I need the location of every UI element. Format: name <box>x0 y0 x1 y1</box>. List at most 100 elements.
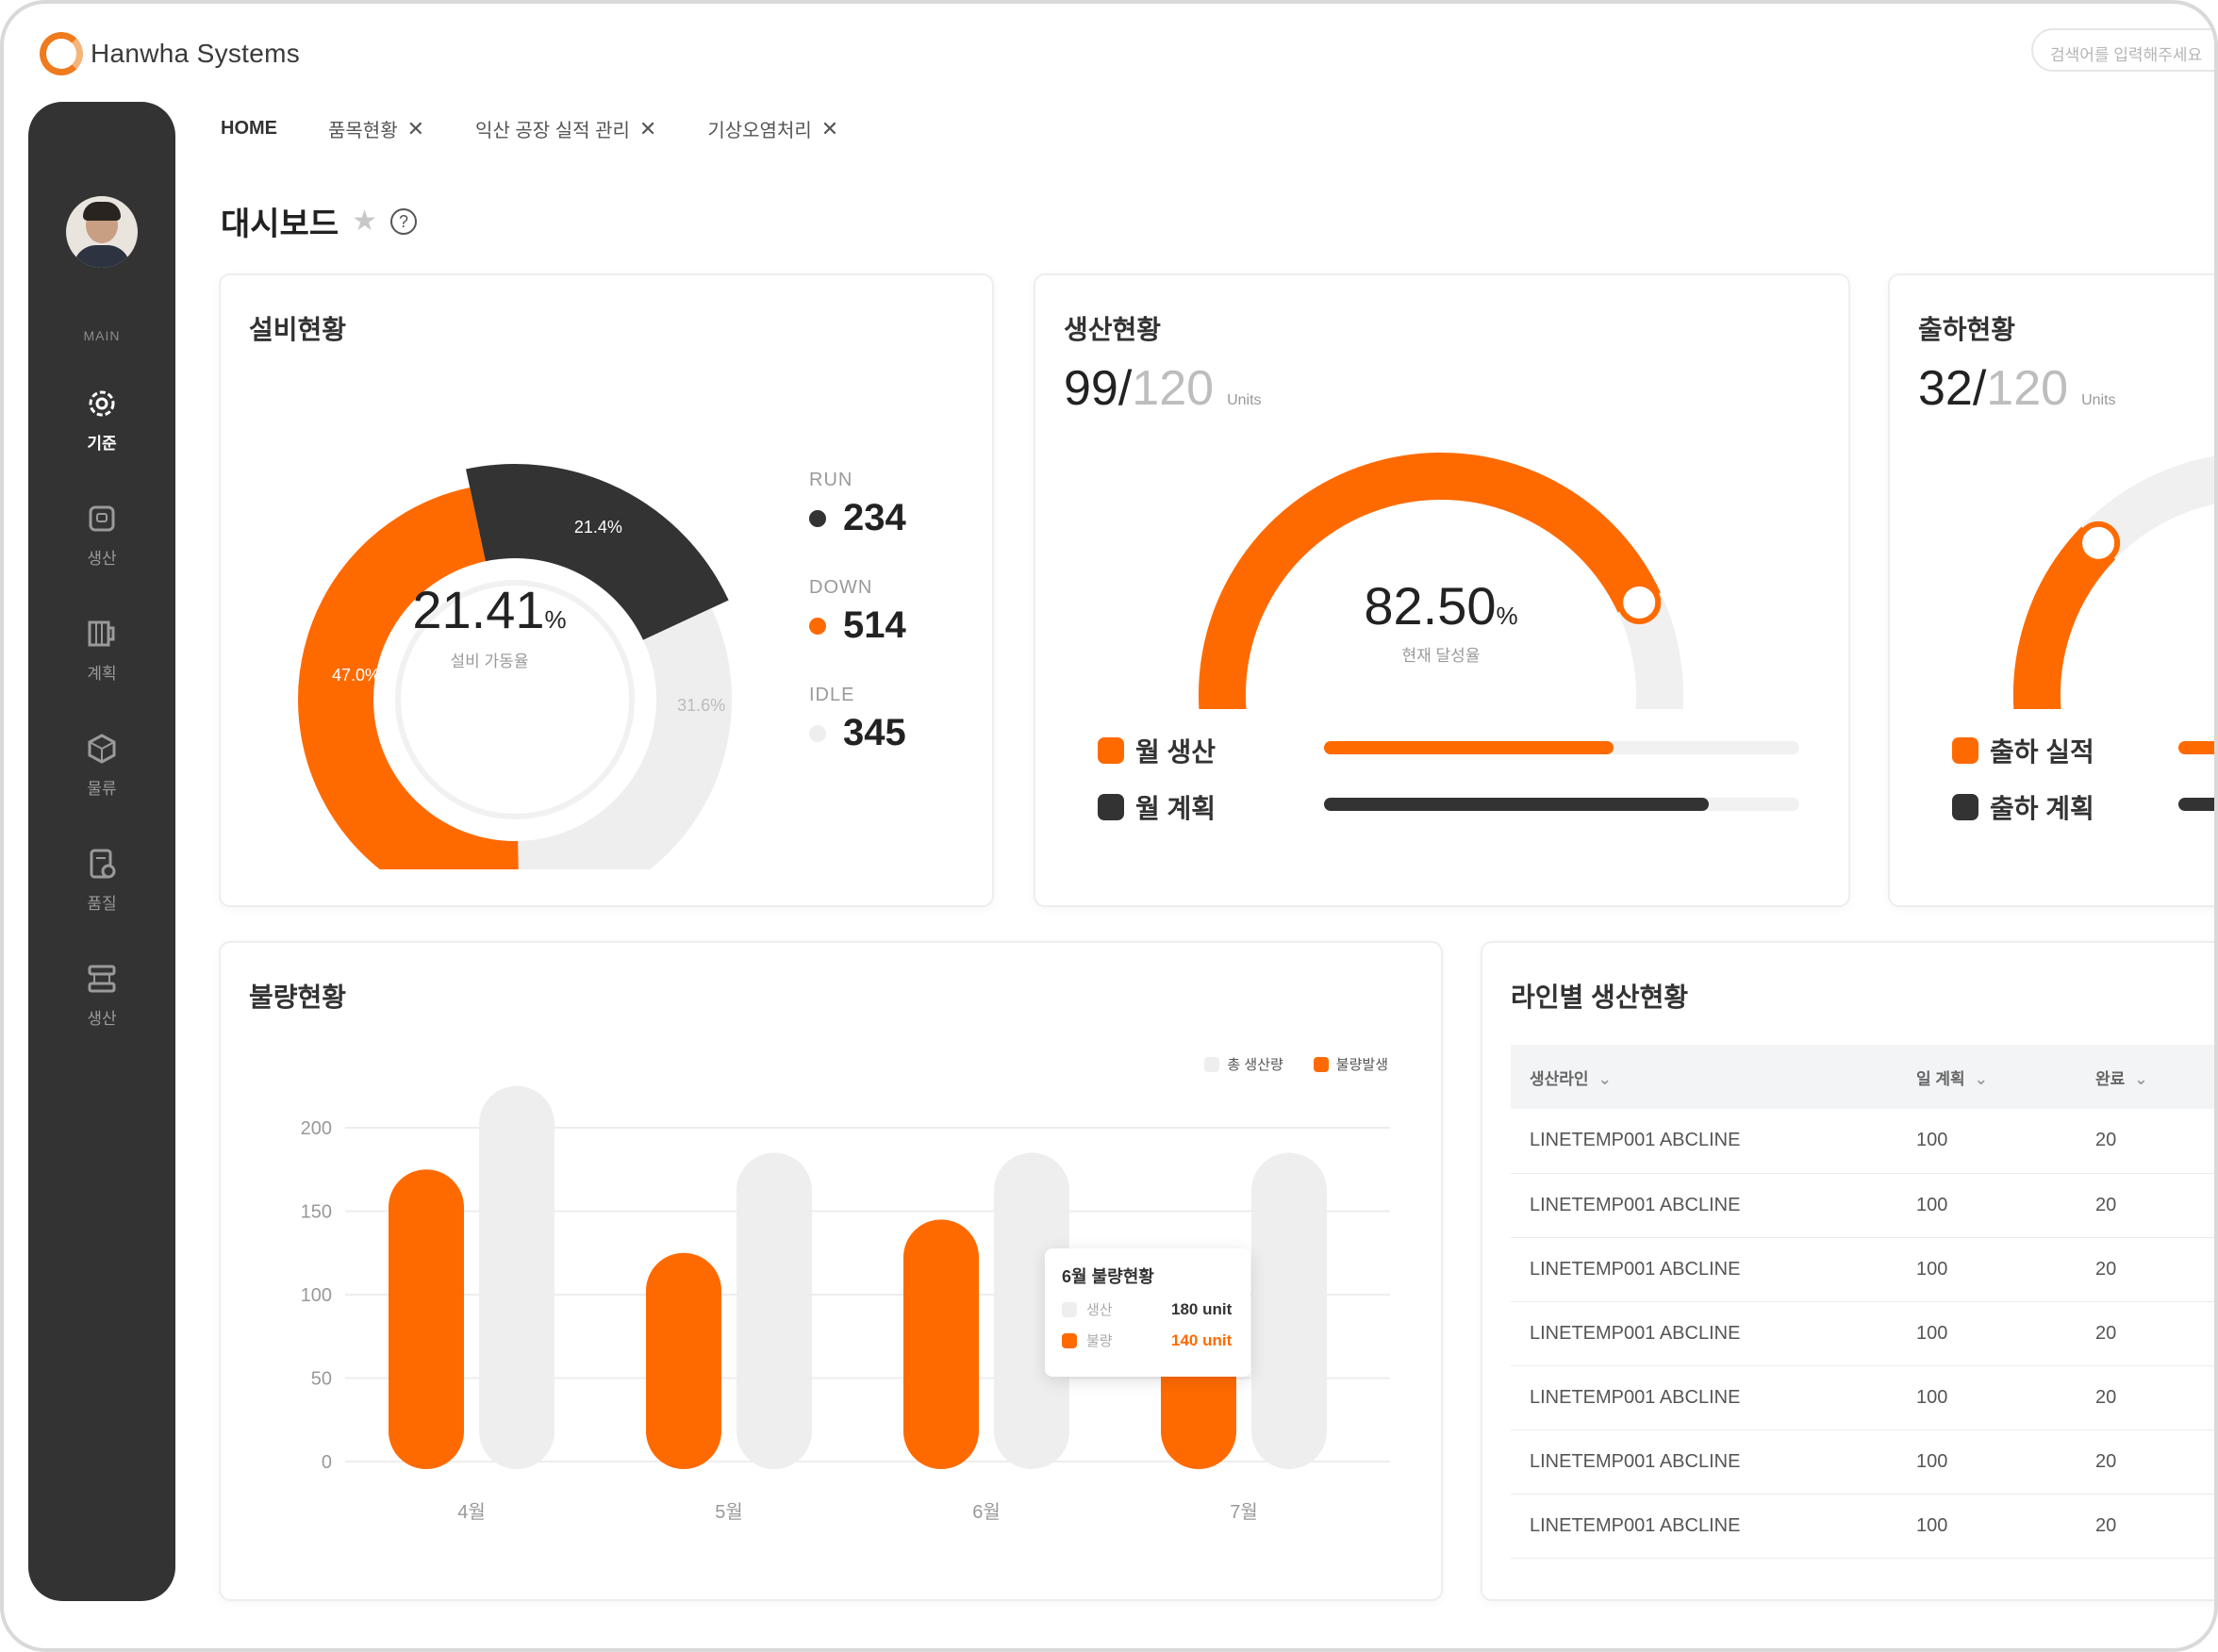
y-tick-label: 0 <box>322 1452 332 1473</box>
tab-iksan[interactable]: 익산 공장 실적 관리 ✕ <box>475 115 656 142</box>
table-cell: 20 <box>2077 1429 2214 1495</box>
donut-segment-label: 21.4% <box>574 518 622 537</box>
column-header-label: 생산라인 <box>1530 1069 1589 1088</box>
shipment-card: 출하현황 32/120 Units 출하 실적 출하 계획 <box>1888 273 2214 907</box>
utilization-unit: % <box>544 605 567 634</box>
table-row[interactable]: LINETEMP001 ABCLINE 100 20 <box>1511 1365 2214 1430</box>
gauge-label: 현재 달성율 <box>1401 647 1481 665</box>
gauge-handle[interactable] <box>1617 580 1662 624</box>
stat-run: RUN 234 <box>809 470 906 539</box>
kpi-unit: Units <box>1227 392 1262 408</box>
gauge-fill <box>1199 453 1661 709</box>
table-cell: 20 <box>2077 1365 2214 1430</box>
sidebar-item-production[interactable]: 생산 <box>28 500 175 569</box>
bar-label: 출하 실적 <box>1990 737 2094 767</box>
monthly-production-fill <box>1324 741 1614 754</box>
y-tick-label: 150 <box>301 1202 332 1223</box>
tab-weather[interactable]: 기상오염처리 ✕ <box>707 115 838 142</box>
idle-dot-icon <box>809 724 826 742</box>
utilization-label: 설비 가동율 <box>450 653 529 670</box>
gauge-handle[interactable] <box>2077 520 2121 565</box>
bar-total[interactable] <box>479 1085 554 1469</box>
table-row[interactable]: LINETEMP001 ABCLINE 100 20 <box>1511 1301 2214 1366</box>
table-row[interactable]: LINETEMP001 ABCLINE 100 20 <box>1511 1109 2214 1174</box>
donut-segment-idle[interactable] <box>517 607 732 869</box>
table-cell: LINETEMP001 ABCLINE <box>1511 1429 1897 1495</box>
card-title: 출하현황 <box>1918 315 2016 344</box>
stat-label: RUN <box>809 470 853 490</box>
sidebar-item-production-2[interactable]: 생산 <box>28 960 175 1029</box>
sidebar-item-label: 품질 <box>87 895 117 913</box>
shipment-kpi: 32/120 Units <box>1918 360 2116 417</box>
shipment-plan-track <box>2178 798 2214 811</box>
bar-total[interactable] <box>994 1152 1069 1469</box>
table-cell: 20 <box>2077 1301 2214 1366</box>
table-cell: 100 <box>1897 1365 2077 1430</box>
sort-icon[interactable]: ⌄ <box>1974 1069 1988 1088</box>
tab-label: 품목현황 <box>328 121 398 141</box>
tab-label: 기상오염처리 <box>707 121 812 141</box>
equipment-card: 설비현황 21.4% 31.6% 47.0% 21.41% 설비 가동율 RUN 2… <box>219 273 994 907</box>
sidebar-item-label: 생산 <box>87 550 117 568</box>
brand-logo[interactable]: Hanwha Systems <box>40 32 300 75</box>
close-icon[interactable]: ✕ <box>638 116 657 140</box>
table-row[interactable]: LINETEMP001 ABCLINE 100 20 <box>1511 1429 2214 1495</box>
search-input[interactable]: 검색어를 입력해주세요 <box>2031 28 2214 72</box>
column-header[interactable]: 생산라인 ⌄ <box>1511 1045 1897 1109</box>
sidebar-item-logistics[interactable]: 물류 <box>28 730 175 799</box>
chart-legend: 총 생산량 불량발생 <box>1204 1054 1388 1074</box>
avatar[interactable] <box>66 196 138 268</box>
bar-defect[interactable] <box>646 1252 721 1469</box>
star-icon[interactable]: ★ <box>352 206 378 237</box>
orange-square-icon <box>1098 737 1124 764</box>
bar-label: 출하 계획 <box>1990 794 2094 823</box>
stat-value: 345 <box>843 712 906 753</box>
help-icon[interactable]: ? <box>390 207 418 235</box>
utilization-number: 21.41 <box>412 580 545 639</box>
table-cell: 20 <box>2077 1494 2214 1559</box>
column-header[interactable]: 완료 ⌄ <box>2077 1045 2214 1109</box>
table-cell: 100 <box>1897 1494 2077 1559</box>
table-cell: 100 <box>1897 1109 2077 1174</box>
table-row[interactable]: LINETEMP001 ABCLINE 100 20 <box>1511 1494 2214 1559</box>
close-icon[interactable]: ✕ <box>406 116 425 140</box>
bar-defect[interactable] <box>903 1219 979 1469</box>
table-cell: 100 <box>1897 1173 2077 1238</box>
sort-icon[interactable]: ⌄ <box>2134 1069 2148 1088</box>
page-title: 대시보드 <box>221 206 339 242</box>
sidebar-item-plan[interactable]: 계획 <box>28 615 175 684</box>
tab-label: HOME <box>221 118 277 139</box>
brand-name: Hanwha Systems <box>91 39 301 68</box>
tab-home[interactable]: HOME <box>221 115 277 142</box>
legend-defect[interactable]: 불량발생 <box>1313 1054 1388 1074</box>
close-icon[interactable]: ✕ <box>820 116 839 140</box>
run-dot-icon <box>809 509 826 527</box>
gauge-center: 82.50% 현재 달성율 <box>1281 575 1601 666</box>
sidebar-item-label: 생산 <box>87 1010 117 1028</box>
table-cell: LINETEMP001 ABCLINE <box>1511 1365 1897 1430</box>
sidebar-item-standard[interactable]: 기준 <box>28 385 175 454</box>
column-header-label: 완료 <box>2095 1069 2126 1088</box>
bar-total[interactable] <box>737 1152 812 1469</box>
table-row[interactable]: LINETEMP001 ABCLINE 100 20 <box>1511 1237 2214 1302</box>
stat-label: IDLE <box>809 685 855 705</box>
table-row[interactable]: LINETEMP001 ABCLINE 100 20 <box>1511 1173 2214 1238</box>
gauge-value: 82.50% <box>1281 575 1601 636</box>
stat-value: 234 <box>843 497 906 538</box>
legend-total[interactable]: 총 생산량 <box>1204 1054 1283 1074</box>
tab-items[interactable]: 품목현황 ✕ <box>328 115 424 142</box>
tooltip-row-value: 180 unit <box>1171 1299 1233 1318</box>
sort-icon[interactable]: ⌄ <box>1597 1069 1612 1088</box>
bar-defect[interactable] <box>389 1169 464 1469</box>
table-cell: LINETEMP001 ABCLINE <box>1511 1494 1897 1559</box>
x-tick-label: 7월 <box>1230 1501 1258 1523</box>
column-header[interactable]: 일 계획 ⌄ <box>1897 1045 2077 1109</box>
equipment-donut-chart: 21.4% 31.6% 47.0% <box>298 464 732 869</box>
tooltip-row: 생산 180 unit <box>1062 1299 1233 1319</box>
dark-square-icon <box>1952 794 1978 820</box>
donut-segment-down[interactable] <box>298 487 519 869</box>
table-cell: LINETEMP001 ABCLINE <box>1511 1109 1897 1174</box>
bar-total[interactable] <box>1251 1152 1327 1469</box>
donut-segment-run[interactable] <box>466 464 729 641</box>
sidebar-item-quality[interactable]: 품질 <box>28 845 175 914</box>
